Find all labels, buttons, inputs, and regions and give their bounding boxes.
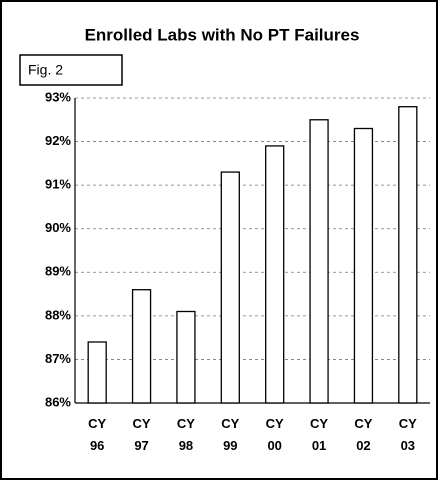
y-tick-label: 86% [45,394,71,409]
x-tick-label: CY 00 [266,416,284,453]
chart-title: Enrolled Labs with No PT Failures [85,25,360,44]
y-tick-label: 87% [45,351,71,366]
y-tick-label: 90% [45,220,71,235]
annotation: Fig. 2 [28,62,63,78]
bar [353,127,374,404]
x-tick-label: CY 96 [88,416,106,453]
bar [87,341,107,404]
annotation-box [19,54,123,86]
bar [265,145,285,404]
x-tick-label: CY 99 [221,416,239,453]
bar [176,310,196,404]
x-tick-label: CY 03 [399,416,417,453]
bar [398,106,418,404]
bar [309,119,329,404]
x-tick-label: CY 02 [354,416,372,453]
bar [131,289,152,404]
y-tick-label: 89% [45,264,71,279]
x-tick-label: CY 98 [177,416,195,453]
bar [220,171,240,404]
y-tick-label: 93% [45,89,71,104]
x-tick-label: CY 97 [133,416,151,453]
y-tick-label: 92% [45,133,71,148]
y-tick-label: 88% [45,307,71,322]
x-tick-label: CY 01 [310,416,328,453]
y-tick-label: 91% [45,177,71,192]
